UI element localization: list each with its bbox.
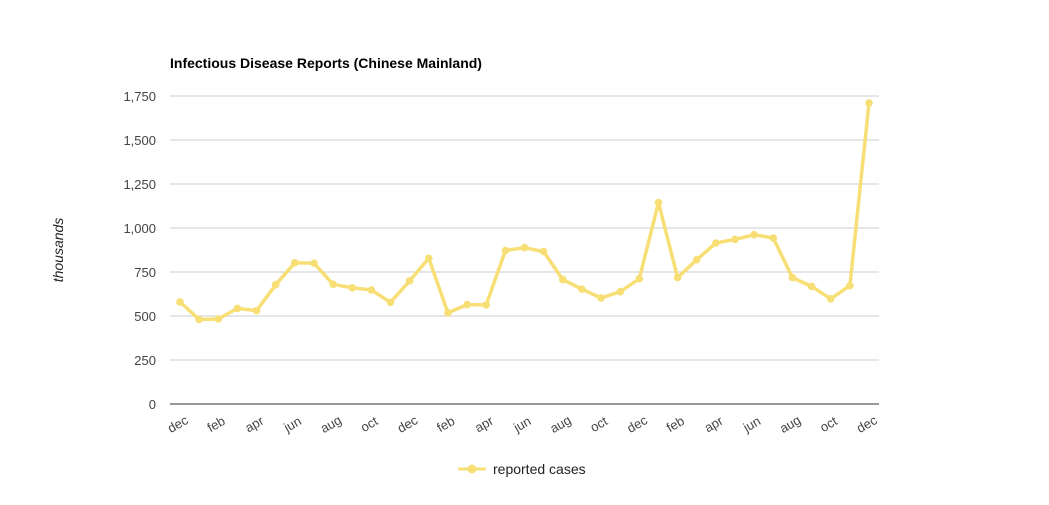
data-point[interactable]: [769, 234, 778, 242]
data-point[interactable]: [195, 315, 203, 324]
x-tick-label: jun: [740, 413, 763, 435]
data-point[interactable]: [750, 230, 758, 239]
data-point[interactable]: [214, 315, 223, 323]
data-point[interactable]: [482, 301, 491, 309]
legend-label: reported cases: [493, 461, 586, 477]
data-point[interactable]: [348, 284, 357, 292]
x-tick-label: dec: [854, 412, 880, 436]
data-point[interactable]: [329, 280, 337, 289]
x-tick-label: dec: [395, 412, 421, 436]
data-point[interactable]: [520, 243, 529, 252]
y-tick-label: 500: [134, 309, 156, 324]
data-point[interactable]: [501, 246, 510, 255]
y-tick-label: 0: [149, 397, 156, 412]
x-tick-label: apr: [242, 413, 266, 436]
x-tick-label: aug: [777, 412, 803, 436]
data-point[interactable]: [673, 273, 682, 282]
x-tick-label: oct: [817, 413, 840, 435]
data-point[interactable]: [252, 306, 261, 315]
x-tick-label: dec: [624, 412, 650, 436]
gridlines: [170, 95, 879, 361]
series-line: [178, 101, 871, 322]
data-point[interactable]: [386, 298, 395, 307]
y-tick-label: 1,250: [123, 177, 156, 192]
data-point[interactable]: [539, 247, 548, 256]
x-tick-label: jun: [280, 413, 303, 435]
legend[interactable]: reported cases: [458, 461, 586, 477]
y-tick-label: 1,500: [123, 133, 156, 148]
x-tick-label: apr: [702, 413, 726, 436]
y-tick-label: 1,000: [123, 221, 156, 236]
data-point[interactable]: [291, 259, 299, 267]
data-point[interactable]: [559, 275, 567, 284]
y-tick-label: 1,750: [123, 89, 156, 104]
x-tick-label: feb: [434, 413, 457, 435]
x-tick-label: oct: [588, 413, 611, 435]
data-point[interactable]: [444, 309, 452, 317]
data-point[interactable]: [233, 304, 242, 313]
y-tick-label: 250: [134, 353, 156, 368]
data-point[interactable]: [807, 282, 816, 291]
data-point[interactable]: [693, 255, 701, 264]
data-point[interactable]: [788, 273, 797, 282]
y-axis-label: thousands: [50, 218, 66, 283]
y-tick-label: 750: [134, 265, 156, 280]
y-axis-ticks: 0 250 500 750 1,000 1,250 1,500 1,750: [123, 89, 156, 412]
x-tick-label: dec: [165, 412, 191, 436]
data-point[interactable]: [463, 300, 471, 309]
data-point[interactable]: [578, 285, 586, 294]
chart-title: Infectious Disease Reports (Chinese Main…: [170, 55, 482, 71]
x-tick-label: aug: [547, 412, 573, 436]
data-point[interactable]: [712, 239, 720, 247]
x-tick-label: oct: [358, 413, 381, 435]
data-point[interactable]: [654, 198, 663, 207]
data-point[interactable]: [616, 287, 624, 296]
data-point[interactable]: [846, 281, 854, 290]
data-point[interactable]: [310, 259, 318, 268]
data-point[interactable]: [176, 298, 184, 306]
x-tick-label: apr: [472, 413, 496, 436]
x-tick-label: feb: [664, 413, 687, 435]
data-point[interactable]: [731, 235, 739, 244]
legend-point-marker: [467, 464, 477, 474]
series-layer: [176, 99, 873, 324]
data-point[interactable]: [826, 295, 835, 303]
data-point[interactable]: [597, 294, 605, 302]
data-point[interactable]: [425, 254, 433, 263]
data-point[interactable]: [865, 99, 873, 107]
data-point[interactable]: [367, 286, 376, 294]
x-tick-label: jun: [510, 413, 533, 435]
x-tick-label: feb: [204, 413, 227, 435]
x-axis-ticks: dec feb apr jun aug oct dec feb apr jun aug oct dec f…: [165, 412, 880, 436]
data-point[interactable]: [271, 280, 280, 289]
data-point[interactable]: [405, 277, 414, 285]
data-point[interactable]: [635, 274, 644, 283]
x-tick-label: aug: [318, 412, 344, 436]
